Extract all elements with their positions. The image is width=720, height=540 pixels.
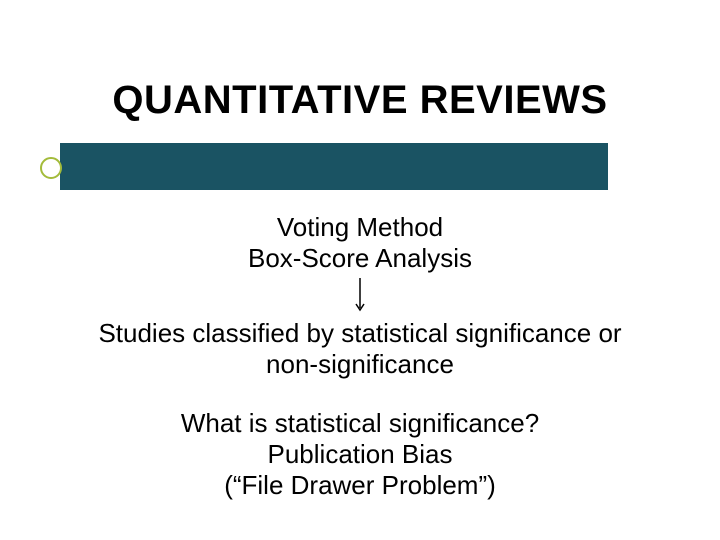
section-voting-method: Voting Method Box-Score Analysis	[0, 212, 720, 274]
title-underline-bar	[60, 143, 608, 190]
section-classification: Studies classified by statistical signif…	[0, 318, 720, 380]
bullet-circle-icon	[40, 157, 62, 179]
text-line: What is statistical significance?	[0, 408, 720, 439]
section-questions: What is statistical significance? Public…	[0, 408, 720, 502]
text-line: Studies classified by statistical signif…	[98, 318, 621, 379]
text-line: Voting Method	[0, 212, 720, 243]
down-arrow-icon	[355, 278, 365, 314]
text-line: Publication Bias	[0, 439, 720, 470]
text-line: Box-Score Analysis	[0, 243, 720, 274]
text-line: (“File Drawer Problem”)	[0, 470, 720, 501]
slide-title: QUANTITATIVE REVIEWS	[0, 78, 720, 123]
